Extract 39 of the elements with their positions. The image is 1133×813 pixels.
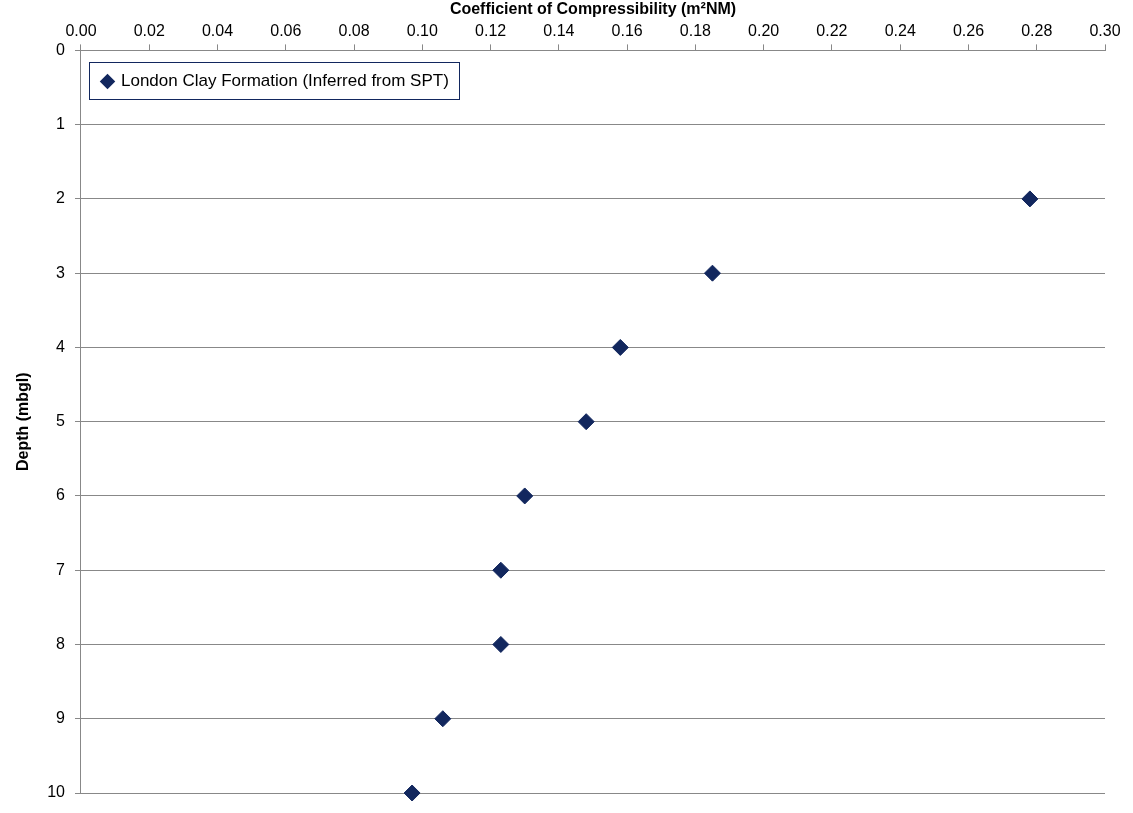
legend-label: London Clay Formation (Inferred from SPT) (120, 71, 449, 92)
y-tick-label: 5 (56, 412, 66, 430)
x-tick-label: 0.12 (475, 22, 507, 40)
point (611, 338, 629, 356)
y-tick-label: 8 (56, 634, 66, 652)
y-tick-label: 6 (56, 486, 66, 504)
x-tick-label: 0.26 (952, 22, 985, 40)
x-tick-label: 0.24 (884, 22, 916, 40)
y-tick-label: 0 (56, 40, 66, 58)
y-tick-label: 4 (56, 337, 66, 355)
x-tick-label: 0.04 (201, 22, 234, 40)
point (492, 561, 510, 579)
point (1021, 190, 1039, 208)
x-tick-label: 0.14 (543, 22, 575, 40)
point (492, 635, 510, 653)
x-tick-label: 0.06 (270, 22, 302, 40)
x-tick-label: 0.28 (1021, 22, 1053, 40)
x-tick-label: 0.00 (65, 22, 97, 40)
x-tick-label: 0.30 (1089, 22, 1121, 40)
x-tick-label: 0.16 (611, 22, 643, 40)
y-axis-title: Depth (mbgl) (14, 372, 32, 472)
point (516, 487, 534, 505)
x-tick-label: 0.08 (338, 22, 370, 40)
x-axis-title: Coefficient of Compressibility (m²NM) (449, 0, 737, 18)
x-tick-label: 0.02 (133, 22, 165, 40)
y-tick-label: 7 (56, 560, 66, 578)
y-tick-label: 10 (47, 783, 66, 801)
point (703, 264, 721, 282)
y-tick-label: 9 (56, 709, 66, 727)
x-tick-label: 0.18 (679, 22, 712, 40)
y-tick-label: 3 (56, 263, 66, 281)
point (577, 413, 595, 431)
point (434, 710, 452, 728)
point (403, 784, 421, 802)
y-tick-label: 1 (56, 115, 66, 133)
y-tick-label: 2 (56, 189, 66, 207)
x-tick-label: 0.20 (748, 22, 780, 40)
x-tick-label: 0.22 (816, 22, 848, 40)
x-tick-label: 0.10 (406, 22, 438, 40)
